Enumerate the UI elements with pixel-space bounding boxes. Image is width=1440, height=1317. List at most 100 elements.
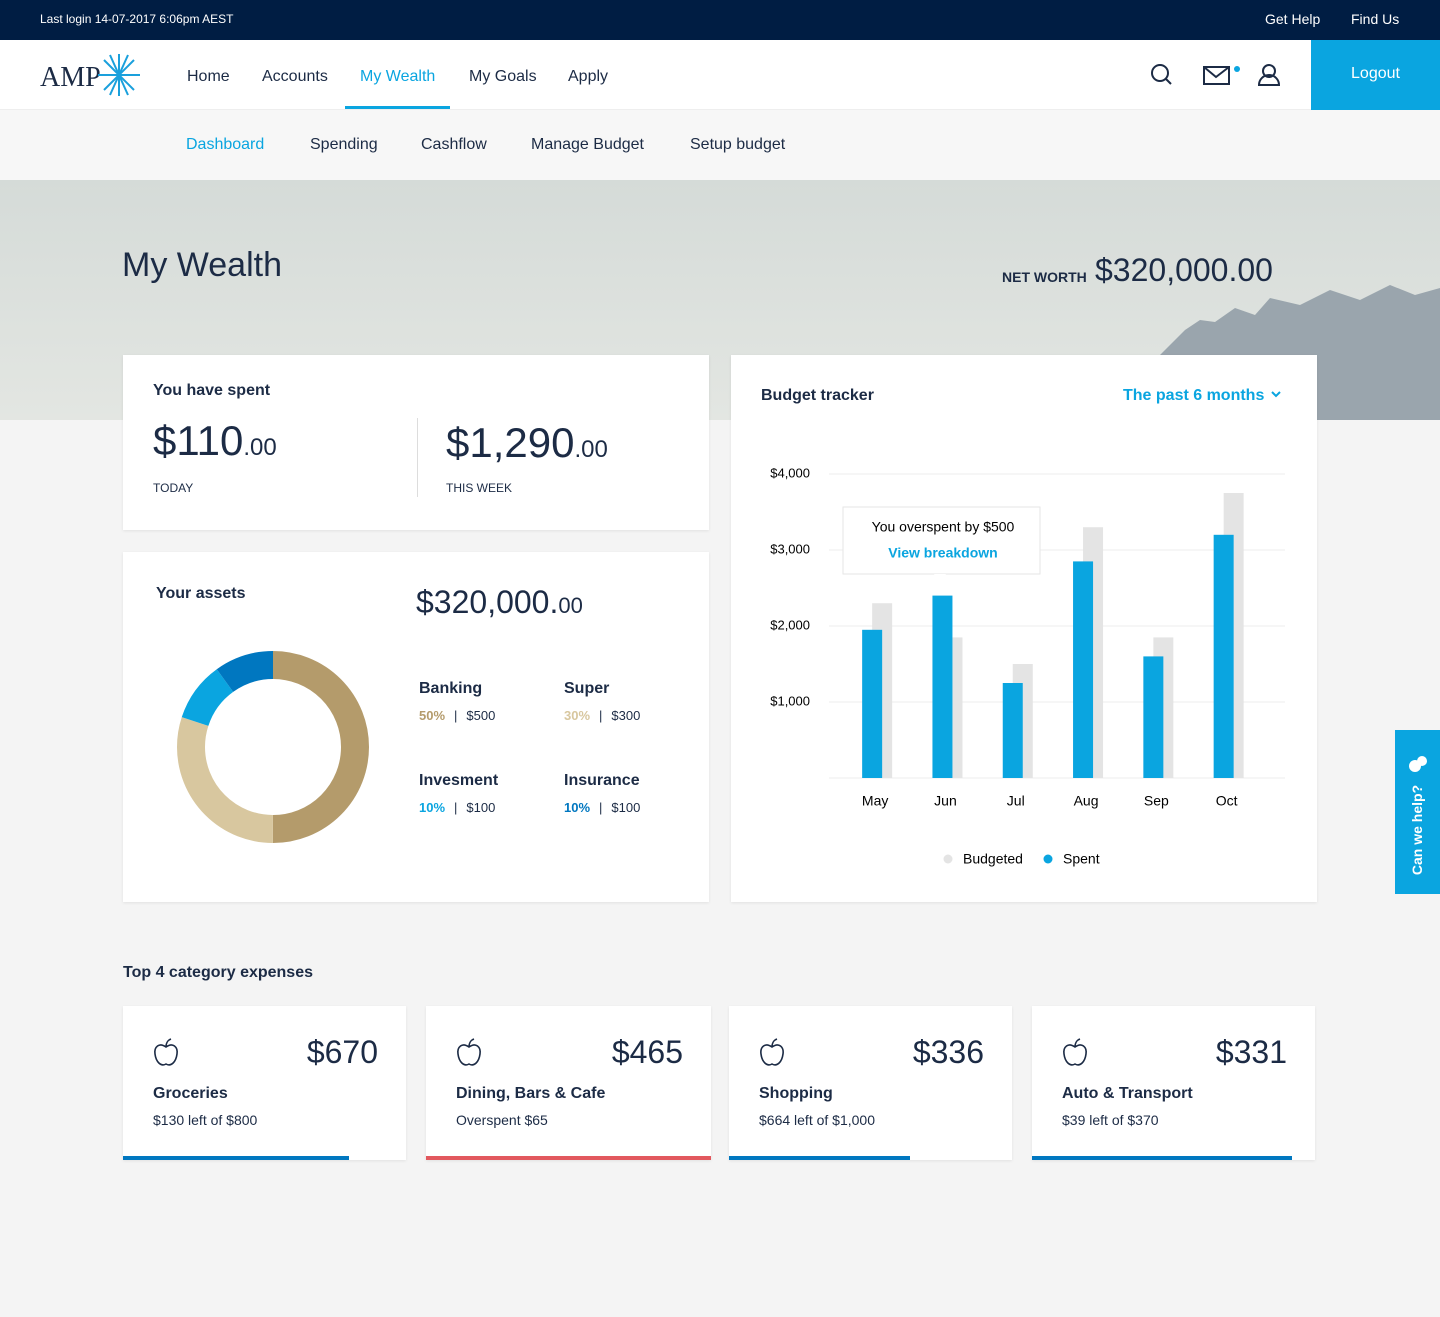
subnav-item[interactable]: Cashflow	[421, 136, 487, 153]
legend-swatch	[1043, 854, 1053, 864]
x-tick-label: Jun	[934, 793, 957, 809]
category-name: Auto & Transport	[1062, 1085, 1193, 1102]
legend-label: Spent	[1063, 851, 1100, 867]
chevron	[1271, 391, 1281, 398]
legend-label: Budgeted	[963, 851, 1023, 867]
asset-detail: 10% | $100	[419, 800, 495, 815]
bar	[1002, 683, 1023, 778]
nav-bar	[0, 40, 1440, 110]
bar-chart: $4,000 $2,000 $3,000 $1,000 May Jun Jul Aug Sep O…	[770, 465, 1285, 867]
bar	[862, 629, 883, 778]
subnav-item[interactable]: Dashboard	[186, 136, 265, 153]
tooltip-link[interactable]: View breakdown	[888, 545, 997, 561]
apple-shape	[457, 1038, 481, 1066]
donut-chart	[177, 651, 369, 843]
nav-item[interactable]: My Goals	[469, 68, 537, 85]
donut-segment	[177, 651, 369, 843]
divider	[417, 418, 418, 497]
nav-item[interactable]: Accounts	[262, 68, 328, 85]
icons	[1151, 64, 1281, 86]
asset-amount: $500	[466, 708, 496, 723]
tooltip-box	[842, 506, 1041, 575]
separator: |	[599, 708, 603, 723]
spent-card: You have spent $110.00 TODAY $1,290.00 T…	[123, 355, 709, 530]
period-dropdown[interactable]: The past 6 months	[1123, 387, 1283, 405]
progress-bar	[1032, 1156, 1293, 1160]
mail-icon[interactable]	[1203, 66, 1230, 85]
help-label: Can we help?	[1409, 784, 1425, 876]
category-amount: $465	[611, 1034, 683, 1070]
progress-bar	[426, 1156, 711, 1160]
user-icon[interactable]	[1257, 64, 1281, 86]
tooltip-text: You overspent by $500	[872, 519, 1015, 535]
amount: $110	[153, 417, 244, 464]
asset-name: Banking	[419, 680, 483, 697]
bar	[1073, 561, 1094, 778]
apple-icon	[457, 1038, 481, 1066]
separator: |	[599, 800, 603, 815]
legend-swatch	[943, 854, 953, 864]
category-name: Groceries	[153, 1085, 228, 1102]
separator: |	[454, 800, 458, 815]
help-tab[interactable]: Can we help?	[1395, 730, 1440, 894]
bar	[932, 595, 953, 778]
category-card: $465 Dining, Bars & Cafe Overspent $65	[426, 1006, 711, 1160]
asset-name: Invesment	[419, 772, 499, 789]
cents: .00	[574, 436, 608, 463]
y-tick-label: $4,000	[770, 465, 810, 480]
x-tick-label: Oct	[1216, 793, 1238, 809]
search-icon[interactable]	[1151, 64, 1172, 85]
bar	[1143, 656, 1164, 778]
progress-bar	[729, 1156, 911, 1160]
x-tick-label: Sep	[1144, 793, 1169, 809]
asset-detail: 50% | $500	[419, 708, 495, 723]
apple-icon	[1063, 1038, 1087, 1066]
assets-title: Your assets	[156, 585, 246, 602]
asset-name: Super	[564, 680, 610, 697]
top-categories-title: Top 4 category expenses	[123, 964, 313, 981]
assets-total: $320,000.00	[416, 584, 583, 621]
category-card: $670 Groceries $130 left of $800	[123, 1006, 406, 1160]
budget-title: Budget tracker	[761, 387, 874, 404]
get-help[interactable]: Get Help	[1265, 11, 1321, 27]
logout-button[interactable]: Logout	[1311, 40, 1440, 110]
separator: |	[454, 708, 458, 723]
x-tick-label: May	[862, 793, 888, 809]
net-worth-label: NET WORTH	[1002, 269, 1087, 285]
asset-amount: $100	[611, 800, 641, 815]
find-us[interactable]: Find Us	[1351, 11, 1400, 27]
apple-shape	[760, 1038, 784, 1066]
x-tick-label: Aug	[1074, 793, 1099, 809]
subnav-item[interactable]: Setup budget	[690, 136, 786, 153]
nav-item[interactable]: Home	[187, 68, 230, 85]
nav-item[interactable]: Apply	[568, 68, 609, 85]
logo-star	[98, 54, 140, 96]
category-card: $336 Shopping $664 left of $1,000	[729, 1006, 1012, 1160]
category-note: $39 left of $370	[1062, 1112, 1159, 1128]
y-tick-label: $2,000	[770, 617, 810, 632]
apple-shape	[1063, 1038, 1087, 1066]
top-bar	[0, 0, 1440, 40]
spent-today: $110.00	[153, 417, 277, 465]
cents: .00	[243, 434, 277, 461]
chat-icon	[1409, 756, 1427, 772]
mail-dot	[1234, 66, 1240, 72]
asset-amount: $300	[611, 708, 641, 723]
logo[interactable]: AMP	[40, 62, 101, 93]
amount: $1,290	[446, 419, 575, 466]
subnav-item[interactable]: Spending	[310, 136, 378, 153]
apple-icon	[154, 1038, 178, 1066]
spent-title: You have spent	[153, 382, 271, 399]
category-amount: $670	[306, 1034, 378, 1070]
cents: 00	[558, 593, 583, 618]
asset-percent: 10%	[419, 800, 446, 815]
asset-detail: 30% | $300	[564, 708, 640, 723]
logout-label: Logout	[1351, 65, 1400, 82]
asset-amount: $100	[466, 800, 496, 815]
asset-name: Insurance	[564, 772, 640, 789]
subnav-item[interactable]: Manage Budget	[531, 136, 644, 153]
nav-item[interactable]: My Wealth	[360, 68, 436, 85]
donut-segment	[177, 651, 369, 843]
